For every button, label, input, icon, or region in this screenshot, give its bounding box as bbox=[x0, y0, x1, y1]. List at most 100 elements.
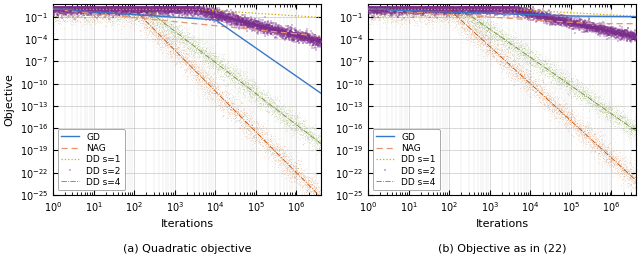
Point bbox=[545, 72, 555, 76]
Point bbox=[591, 138, 601, 142]
Point bbox=[240, 120, 250, 124]
Point bbox=[159, 28, 170, 32]
Point bbox=[56, 6, 66, 11]
Point bbox=[305, 140, 316, 145]
Point bbox=[205, 94, 216, 98]
Point bbox=[145, 24, 155, 29]
Point bbox=[243, 84, 253, 88]
Point bbox=[252, 125, 262, 129]
Point bbox=[478, 18, 488, 22]
Point bbox=[92, 5, 102, 9]
Point bbox=[186, 69, 196, 73]
Point bbox=[452, 10, 463, 14]
Point bbox=[557, 105, 568, 109]
Point bbox=[415, 14, 426, 18]
Point bbox=[529, 83, 539, 87]
Point bbox=[231, 110, 241, 114]
Point bbox=[75, 5, 85, 9]
Point bbox=[476, 39, 486, 43]
Point bbox=[220, 69, 230, 74]
Point bbox=[552, 74, 563, 78]
Point bbox=[67, 6, 77, 11]
Point bbox=[608, 136, 618, 140]
Point bbox=[278, 153, 289, 157]
Point bbox=[90, 19, 100, 23]
Point bbox=[417, 10, 428, 15]
Point bbox=[245, 111, 255, 115]
Point bbox=[121, 6, 131, 10]
Point bbox=[56, 5, 67, 9]
Point bbox=[430, 12, 440, 17]
Point bbox=[547, 72, 557, 76]
Point bbox=[61, 10, 72, 14]
Point bbox=[100, 5, 110, 9]
Point bbox=[175, 49, 186, 54]
Point bbox=[607, 159, 618, 164]
Point bbox=[380, 9, 390, 13]
Point bbox=[565, 118, 575, 122]
Point bbox=[624, 124, 634, 128]
Point bbox=[540, 94, 550, 98]
Point bbox=[116, 12, 127, 16]
Point bbox=[265, 137, 275, 141]
Point bbox=[489, 38, 499, 42]
Point bbox=[69, 12, 79, 16]
Point bbox=[525, 75, 536, 80]
Point bbox=[417, 17, 428, 21]
Point bbox=[108, 21, 118, 25]
Point bbox=[168, 27, 178, 31]
Point bbox=[400, 5, 410, 9]
Point bbox=[452, 9, 462, 13]
Point bbox=[93, 10, 104, 15]
Point bbox=[493, 41, 503, 46]
Point bbox=[76, 5, 86, 10]
Point bbox=[589, 102, 599, 106]
Point bbox=[494, 34, 504, 38]
Point bbox=[551, 79, 561, 83]
Point bbox=[606, 122, 616, 126]
Point bbox=[72, 14, 83, 18]
Point bbox=[246, 83, 256, 87]
Point bbox=[181, 39, 191, 43]
Point bbox=[228, 100, 239, 104]
Point bbox=[125, 19, 135, 23]
Point bbox=[519, 87, 529, 91]
Point bbox=[517, 81, 527, 85]
Point bbox=[588, 99, 598, 103]
Point bbox=[551, 67, 561, 71]
Point bbox=[232, 75, 243, 79]
Point bbox=[589, 107, 600, 111]
Point bbox=[392, 5, 402, 9]
Point bbox=[588, 102, 598, 106]
Point bbox=[591, 143, 602, 147]
Point bbox=[368, 6, 378, 10]
Point bbox=[81, 5, 92, 9]
Point bbox=[138, 14, 148, 18]
Point bbox=[295, 128, 305, 133]
Point bbox=[239, 70, 250, 75]
Point bbox=[129, 5, 140, 9]
Point bbox=[450, 7, 460, 11]
Point bbox=[290, 165, 300, 169]
Point bbox=[169, 59, 179, 63]
Point bbox=[419, 11, 429, 15]
Point bbox=[401, 5, 412, 9]
Point bbox=[236, 120, 246, 124]
Point bbox=[561, 84, 572, 88]
Point bbox=[253, 103, 264, 108]
Point bbox=[198, 80, 209, 84]
Point bbox=[252, 125, 262, 129]
Point bbox=[64, 5, 74, 9]
Point bbox=[380, 13, 390, 17]
Point bbox=[590, 132, 600, 136]
Point bbox=[374, 15, 385, 20]
Point bbox=[227, 104, 237, 108]
Point bbox=[284, 165, 294, 169]
Point bbox=[125, 7, 136, 11]
Point bbox=[175, 55, 186, 59]
Point bbox=[170, 52, 180, 56]
Point bbox=[524, 76, 534, 81]
Point bbox=[275, 109, 285, 113]
Point bbox=[566, 76, 576, 81]
Point bbox=[466, 31, 476, 35]
